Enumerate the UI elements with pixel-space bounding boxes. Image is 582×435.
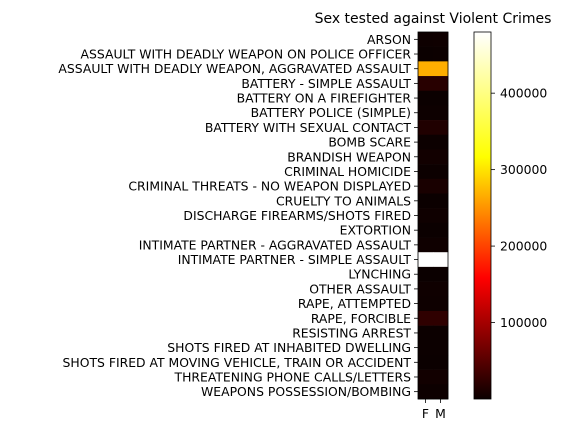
heatmap-rows <box>418 32 449 400</box>
row-label: LYNCHING <box>348 267 411 282</box>
row-label: CRIMINAL THREATS - NO WEAPON DISPLAYED <box>128 179 411 194</box>
row-label: RAPE, ATTEMPTED <box>298 296 411 311</box>
heatmap-cell <box>418 369 434 385</box>
row-label: OTHER ASSAULT <box>309 281 411 296</box>
row-label: CRUELTY TO ANIMALS <box>276 193 411 208</box>
heatmap-cell <box>433 310 449 326</box>
heatmap-cell <box>433 208 449 224</box>
heatmap-cell <box>418 178 434 194</box>
heatmap-cell <box>433 193 449 209</box>
heatmap-cell <box>418 164 434 180</box>
heatmap-cell <box>418 325 434 341</box>
row-label: ASSAULT WITH DEADLY WEAPON ON POLICE OFF… <box>81 47 412 62</box>
heatmap-cell <box>418 105 434 121</box>
heatmap-cell <box>418 384 434 400</box>
heatmap-cell <box>433 32 449 47</box>
colorbar-tick-label: 200000 <box>500 239 547 254</box>
heatmap-cell <box>433 134 449 150</box>
colorbar-ticks: 100000 200000 300000 400000 <box>491 86 547 330</box>
row-label: WEAPONS POSSESSION/BOMBING <box>201 384 411 399</box>
column-label: M <box>435 406 446 421</box>
heatmap-cell <box>433 281 449 297</box>
heatmap-cell <box>418 46 434 62</box>
heatmap-cell <box>418 120 434 136</box>
row-label: EXTORTION <box>340 223 411 238</box>
row-label: BATTERY POLICE (SIMPLE) <box>251 105 411 120</box>
heatmap-cell <box>418 222 434 238</box>
heatmap-cell <box>433 76 449 92</box>
column-label: F <box>422 406 429 421</box>
heatmap-cell <box>418 354 434 370</box>
heatmap-cell <box>418 310 434 326</box>
heatmap-cell <box>433 120 449 136</box>
colorbar-tick-label: 400000 <box>500 86 547 101</box>
heatmap-cell <box>433 61 449 77</box>
heatmap-frame <box>417 31 449 400</box>
heatmap-cell <box>418 90 434 106</box>
row-label: ASSAULT WITH DEADLY WEAPON, AGGRAVATED A… <box>58 61 411 76</box>
heatmap-cell <box>433 164 449 180</box>
heatmap-cell <box>418 252 434 268</box>
heatmap-cell <box>433 178 449 194</box>
heatmap-cell <box>433 252 449 268</box>
colorbar-tick-label: 300000 <box>500 162 547 177</box>
row-label: BATTERY ON A FIREFIGHTER <box>237 91 412 106</box>
heatmap-cell <box>418 149 434 165</box>
heatmap-cell <box>433 222 449 238</box>
row-label: SHOTS FIRED AT MOVING VEHICLE, TRAIN OR … <box>63 355 412 370</box>
heatmap-cell <box>418 237 434 253</box>
row-label: BRANDISH WEAPON <box>287 149 411 164</box>
heatmap-cell <box>418 76 434 92</box>
row-label: RAPE, FORCIBLE <box>311 311 411 326</box>
chart-title: Sex tested against Violent Crimes <box>315 11 552 27</box>
row-label: BATTERY - SIMPLE ASSAULT <box>241 76 411 91</box>
heatmap-cell <box>433 384 449 400</box>
heatmap-cell <box>418 340 434 356</box>
heatmap-cell <box>433 46 449 62</box>
heatmap-cell <box>418 32 434 47</box>
heatmap-cell <box>418 193 434 209</box>
row-label: DISCHARGE FIREARMS/SHOTS FIRED <box>183 208 411 223</box>
row-label: RESISTING ARREST <box>292 325 411 340</box>
heatmap-cell <box>418 281 434 297</box>
heatmap-cell <box>418 266 434 282</box>
heatmap-cell <box>433 90 449 106</box>
row-label: CRIMINAL HOMICIDE <box>284 164 411 179</box>
heatmap-cell <box>418 208 434 224</box>
heatmap-cell <box>433 325 449 341</box>
heatmap-cell <box>433 340 449 356</box>
colorbar <box>473 31 492 400</box>
row-label: THREATENING PHONE CALLS/LETTERS <box>174 369 412 384</box>
row-label: SHOTS FIRED AT INHABITED DWELLING <box>167 340 411 355</box>
heatmap-cell <box>418 296 434 312</box>
row-label: INTIMATE PARTNER - SIMPLE ASSAULT <box>178 252 412 267</box>
heatmap-cell <box>433 369 449 385</box>
heatmap-cell <box>418 134 434 150</box>
heatmap-cell <box>433 266 449 282</box>
heatmap-cell <box>433 105 449 121</box>
row-label: INTIMATE PARTNER - AGGRAVATED ASSAULT <box>139 237 412 252</box>
row-label: ARSON <box>367 32 411 47</box>
row-label: BOMB SCARE <box>328 135 411 150</box>
heatmap-cell <box>433 296 449 312</box>
colorbar-tick-label: 100000 <box>500 315 547 330</box>
row-label: BATTERY WITH SEXUAL CONTACT <box>205 120 412 135</box>
heatmap-cell <box>433 149 449 165</box>
heatmap-cell <box>433 354 449 370</box>
heatmap-cell <box>433 237 449 253</box>
heatmap-cell <box>418 61 434 77</box>
